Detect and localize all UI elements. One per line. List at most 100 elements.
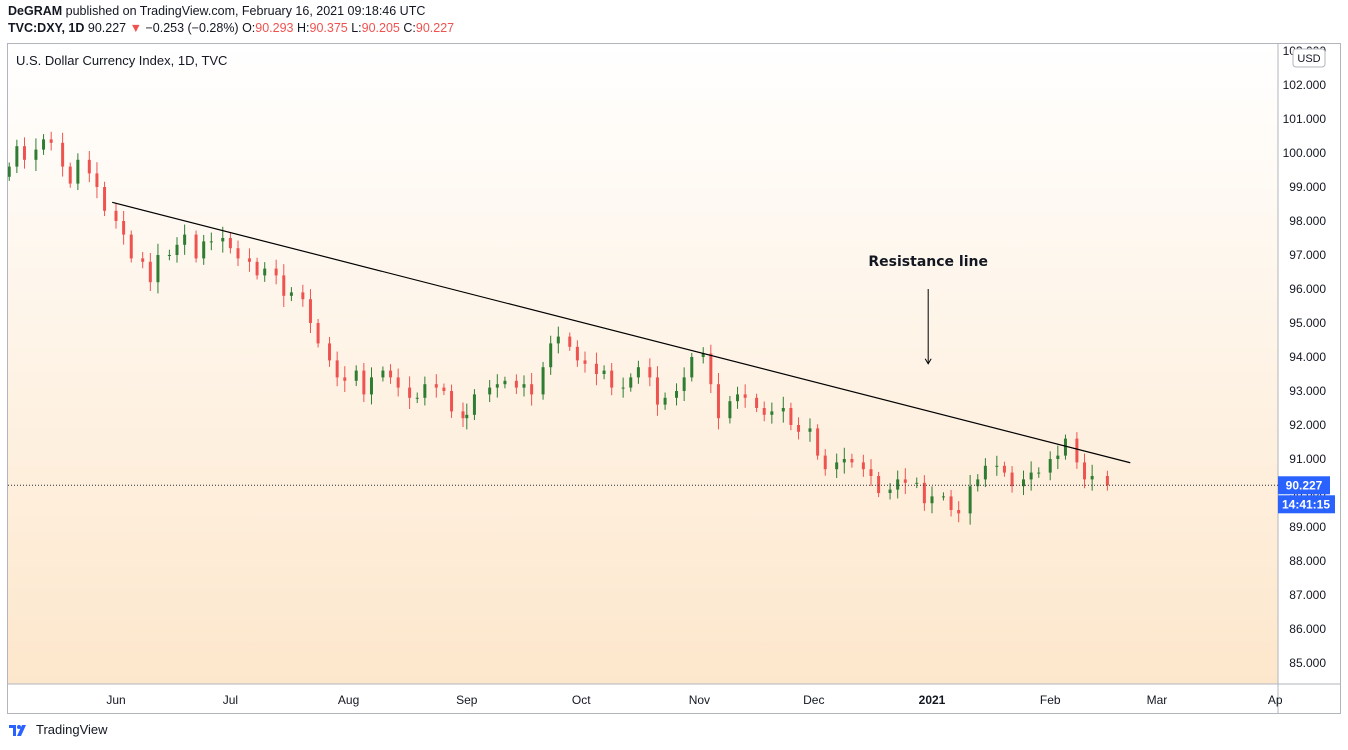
price-axis[interactable]: 85.00086.00087.00088.00089.00090.00091.0… [1283,44,1327,670]
candle [930,496,934,504]
x-tick-label: Jul [223,693,238,707]
candle [1056,455,1060,459]
candle [202,241,206,259]
candle [194,234,198,259]
candle [941,496,945,498]
y-tick-label: 96.000 [1289,282,1326,296]
candle [148,261,152,283]
candle [362,370,366,395]
last-price-tag [1278,476,1330,495]
candle [655,377,659,405]
candle [114,210,118,221]
candle [1105,476,1109,486]
candle [716,384,720,419]
candle [450,391,454,412]
candle [762,408,766,415]
resistance-trendline[interactable] [112,201,1131,464]
candle [682,377,686,391]
chart-canvas[interactable]: 85.00086.00087.00088.00089.00090.00091.0… [0,0,1348,722]
candle [274,268,278,276]
y-tick-label: 97.000 [1289,248,1326,262]
candle [354,370,358,381]
candle [61,142,65,167]
author-name[interactable]: DeGRAM [8,4,63,18]
candle [1037,472,1041,474]
candle [183,234,187,245]
high-label: H: [297,21,310,35]
close-value: 90.227 [415,21,455,35]
candle [42,139,46,150]
candle [247,258,251,262]
time-axis-background [8,684,1340,713]
ohlc-line: TVC:DXY, 1D 90.227 ▼ −0.253 (−0.28%) O:9… [8,20,454,37]
candle [369,377,373,395]
last-price: 90.227 [87,21,127,35]
plot-background [8,44,1278,684]
open-label: O: [242,21,256,35]
candle [797,425,801,432]
x-tick-label: Feb [1040,693,1061,707]
currency-badge[interactable] [1292,48,1326,68]
candle [301,292,305,300]
resistance-label: Resistance line [868,254,988,270]
candle [122,221,126,235]
candle [87,159,91,174]
low-value: 90.205 [361,21,400,35]
y-tick-label: 102.000 [1283,78,1327,92]
candle [415,397,419,399]
candle [15,146,19,167]
candle [903,479,907,483]
time-axis[interactable]: Jun Jul Aug Sep Oct Nov Dec 2021 Feb Mar Ap [106,693,1283,707]
candle [22,146,26,160]
close-label: C: [403,21,416,35]
tradingview-brand[interactable]: TradingView [36,722,108,737]
y-tick-label: 101.000 [1283,112,1327,126]
candle [221,238,225,242]
candle [175,244,179,255]
candle [472,394,476,415]
candle [869,469,873,476]
y-tick-label: 94.000 [1289,350,1326,364]
candle [328,343,332,361]
candle [861,462,865,470]
candle [1002,465,1006,473]
candle [1010,472,1014,487]
candles-layer [7,131,1109,525]
candle [957,510,961,514]
candle [396,377,400,388]
candle [583,360,587,364]
y-tick-label: 93.000 [1289,384,1326,398]
candle [636,367,640,378]
candle [922,482,926,504]
candle [808,428,812,432]
countdown-value: 14:41:15 [1282,497,1330,511]
price-axis-background [1278,44,1340,684]
candle [129,234,133,259]
candle [701,353,705,357]
candle [949,496,953,510]
candle [728,401,732,419]
x-tick-label: Ap [1268,693,1283,707]
y-tick-label: 87.000 [1289,588,1326,602]
candle [549,343,553,368]
candle [1048,459,1052,473]
y-tick-label: 89.000 [1289,520,1326,534]
candle [1029,472,1033,480]
candle [343,377,347,381]
high-value: 90.375 [309,21,348,35]
candle [289,292,293,296]
candle [568,336,572,347]
candle [976,479,980,487]
tradingview-logo-icon [9,724,26,736]
candle [610,370,614,388]
candle [423,384,427,398]
candle [915,482,919,484]
y-tick-label: 86.000 [1289,622,1326,636]
candle [522,384,526,388]
candle [461,411,465,419]
candle [263,268,267,276]
publish-line: DeGRAM published on TradingView.com, Feb… [8,3,454,20]
candle [877,476,881,493]
candle [709,353,713,385]
x-tick-label: Mar [1147,693,1168,707]
